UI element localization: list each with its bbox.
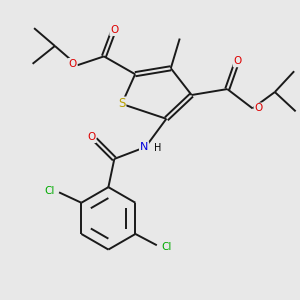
Text: O: O: [69, 59, 77, 69]
Text: Cl: Cl: [161, 242, 172, 252]
Text: O: O: [254, 103, 262, 113]
Text: Cl: Cl: [44, 186, 55, 196]
Text: O: O: [87, 132, 96, 142]
Text: N: N: [140, 142, 148, 152]
Text: H: H: [154, 142, 162, 153]
Text: O: O: [110, 25, 118, 35]
Text: O: O: [234, 56, 242, 66]
Text: S: S: [118, 98, 125, 110]
